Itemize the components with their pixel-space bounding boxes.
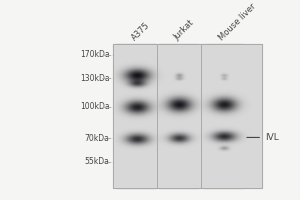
- Text: 130kDa: 130kDa: [80, 74, 110, 83]
- Bar: [117, 44, 156, 188]
- Text: 100kDa: 100kDa: [80, 102, 110, 111]
- Text: 55kDa: 55kDa: [85, 157, 110, 166]
- Bar: [113, 44, 262, 188]
- Text: Jurkat: Jurkat: [172, 18, 196, 42]
- Bar: [159, 44, 198, 188]
- Text: IVL: IVL: [247, 133, 279, 142]
- Text: 70kDa: 70kDa: [85, 134, 110, 143]
- Text: A375: A375: [130, 20, 152, 42]
- Text: Mouse liver: Mouse liver: [217, 1, 257, 42]
- Bar: [204, 44, 243, 188]
- Text: 170kDa: 170kDa: [80, 50, 110, 59]
